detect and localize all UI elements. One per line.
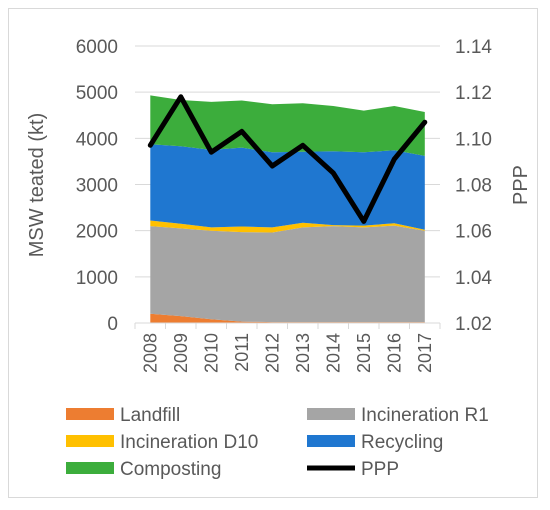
- legend-swatch-recycling: [307, 435, 355, 447]
- ppp-line-layer: [147, 94, 428, 224]
- y-tick-label: 4000: [76, 129, 118, 150]
- x-tick-label: 2016: [384, 333, 404, 373]
- y2-tick-label: 1.10: [455, 129, 492, 150]
- landfill-area: [150, 313, 425, 323]
- y-tick-label: 0: [107, 314, 118, 335]
- legend-label-incineration-d10: Incineration D10: [120, 432, 258, 453]
- y-tick-label: 3000: [76, 176, 118, 197]
- y-tick-label: 5000: [76, 83, 118, 104]
- x-tick-label: 2013: [293, 333, 313, 373]
- x-tick-label: 2011: [232, 333, 252, 372]
- x-tick-label: 2017: [415, 333, 435, 373]
- legend-swatch-incineration-r1: [307, 408, 355, 420]
- legend: Landfill Incineration R1 Incineration D10 R…: [66, 405, 489, 480]
- legend-swatch-incineration-d10: [66, 435, 114, 447]
- legend-swatch-landfill: [66, 408, 114, 420]
- stacked-areas: [150, 95, 425, 323]
- x-tick-label: 2009: [171, 333, 191, 373]
- x-tick-label: 2008: [140, 333, 160, 373]
- y-tick-label: 1000: [76, 268, 118, 289]
- legend-label-recycling: Recycling: [361, 432, 443, 453]
- y2-tick-label: 1.14: [455, 37, 492, 58]
- y2-tick-label: 1.02: [455, 314, 492, 335]
- x-tick-label: 2010: [201, 333, 221, 373]
- ppp-line: [147, 94, 428, 224]
- incineration-r1-area: [150, 225, 425, 323]
- y2-tick-label: 1.08: [455, 176, 492, 197]
- incineration-d10-area: [150, 220, 425, 233]
- legend-label-composting: Composting: [120, 459, 221, 480]
- y-tick-label: 2000: [76, 222, 118, 243]
- y-axis-left: 0 1000 2000 3000 4000 5000 6000: [76, 37, 118, 335]
- chart-frame: [8, 8, 538, 498]
- legend-label-incineration-r1: Incineration R1: [361, 405, 489, 426]
- y-axis-label: MSW teated (kt): [26, 113, 48, 257]
- composting-area: [150, 95, 425, 156]
- legend-label-landfill: Landfill: [120, 405, 180, 426]
- x-tick-label: 2015: [354, 333, 374, 373]
- legend-swatch-composting: [66, 462, 114, 474]
- y2-tick-label: 1.04: [455, 268, 492, 289]
- y2-tick-label: 1.12: [455, 83, 492, 104]
- y2-axis-label: PPP: [510, 165, 532, 205]
- y-tick-label: 6000: [76, 37, 118, 58]
- x-tick-label: 2014: [323, 333, 343, 373]
- x-axis: 2008 2009 2010 2011 2012 2013 2014 2015 2016 2017: [134, 322, 441, 373]
- legend-label-ppp: PPP: [361, 459, 399, 480]
- y-axis-right: 1.02 1.04 1.06 1.08 1.10 1.12 1.14: [455, 37, 492, 335]
- x-tick-label: 2012: [262, 333, 282, 373]
- y2-tick-label: 1.06: [455, 222, 492, 243]
